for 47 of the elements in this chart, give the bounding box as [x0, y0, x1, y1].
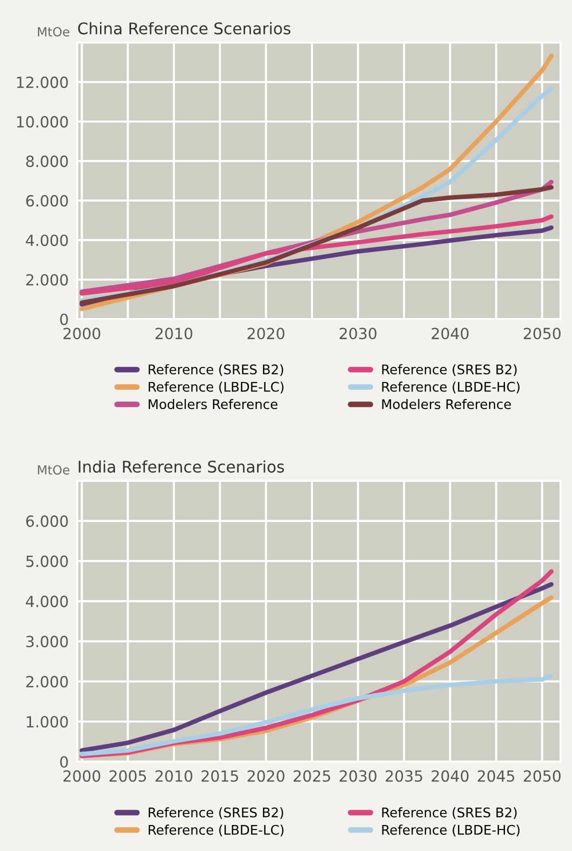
y-tick-label: 6.000	[26, 515, 68, 527]
x-tick-label: 2010	[156, 770, 192, 782]
legend-label: Reference (LBDE-HC)	[382, 382, 520, 394]
y-tick-label: 10.000	[17, 116, 68, 128]
y-tick-label: 8.000	[26, 156, 68, 168]
legend-label: Reference (LBDE-HC)	[382, 824, 520, 836]
y-axis-title: MtOe	[38, 27, 70, 36]
x-tick-label: 2045	[478, 770, 514, 782]
y-tick-label: 6.000	[26, 195, 68, 207]
legend-label: Reference (SRES B2)	[148, 807, 284, 819]
y-tick-label: 4.000	[26, 234, 68, 246]
chart-title: China Reference Scenarios	[78, 22, 290, 34]
y-tick-label: 12.000	[17, 76, 68, 88]
legend-label: Reference (SRES B2)	[382, 364, 517, 376]
line-series	[80, 674, 554, 756]
y-tick-label: 5.000	[26, 556, 68, 568]
x-tick-label: 2050	[524, 770, 561, 782]
x-tick-label: 2025	[294, 770, 330, 782]
y-tick-label: 2.000	[26, 274, 68, 286]
x-tick-label: 2030	[340, 770, 376, 782]
x-tick-label: 2015	[202, 770, 238, 782]
y-tick-label: 0	[60, 314, 68, 326]
legend-label: Reference (LBDE-LC)	[148, 824, 284, 836]
x-tick-label: 2000	[64, 328, 100, 340]
legend-label: Modelers Reference	[382, 398, 511, 410]
y-tick-label: 2.000	[26, 676, 68, 688]
y-tick-label: 0	[60, 756, 68, 768]
chart-title: India Reference Scenarios	[78, 460, 284, 473]
y-tick-label: 1.000	[26, 716, 68, 728]
legend-label: Modelers Reference	[148, 398, 278, 410]
legend-label: Reference (SRES B2)	[148, 364, 284, 376]
x-tick-label: 2000	[64, 770, 100, 782]
x-tick-label: 2030	[340, 328, 376, 340]
x-tick-label: 2005	[110, 770, 146, 782]
x-tick-label: 2020	[248, 328, 284, 340]
x-tick-label: 2035	[386, 770, 422, 782]
x-tick-label: 2040	[432, 770, 469, 782]
line-series	[80, 214, 554, 296]
x-tick-label: 2010	[156, 328, 192, 340]
legend-label: Reference (LBDE-LC)	[148, 382, 284, 394]
x-tick-label: 2040	[432, 328, 469, 340]
y-axis-title: MtOe	[38, 465, 70, 475]
y-tick-label: 4.000	[26, 596, 68, 608]
legend-label: Reference (SRES B2)	[382, 807, 517, 819]
x-tick-label: 2050	[524, 328, 561, 340]
y-tick-label: 3.000	[26, 636, 68, 648]
x-tick-label: 2020	[248, 770, 284, 782]
